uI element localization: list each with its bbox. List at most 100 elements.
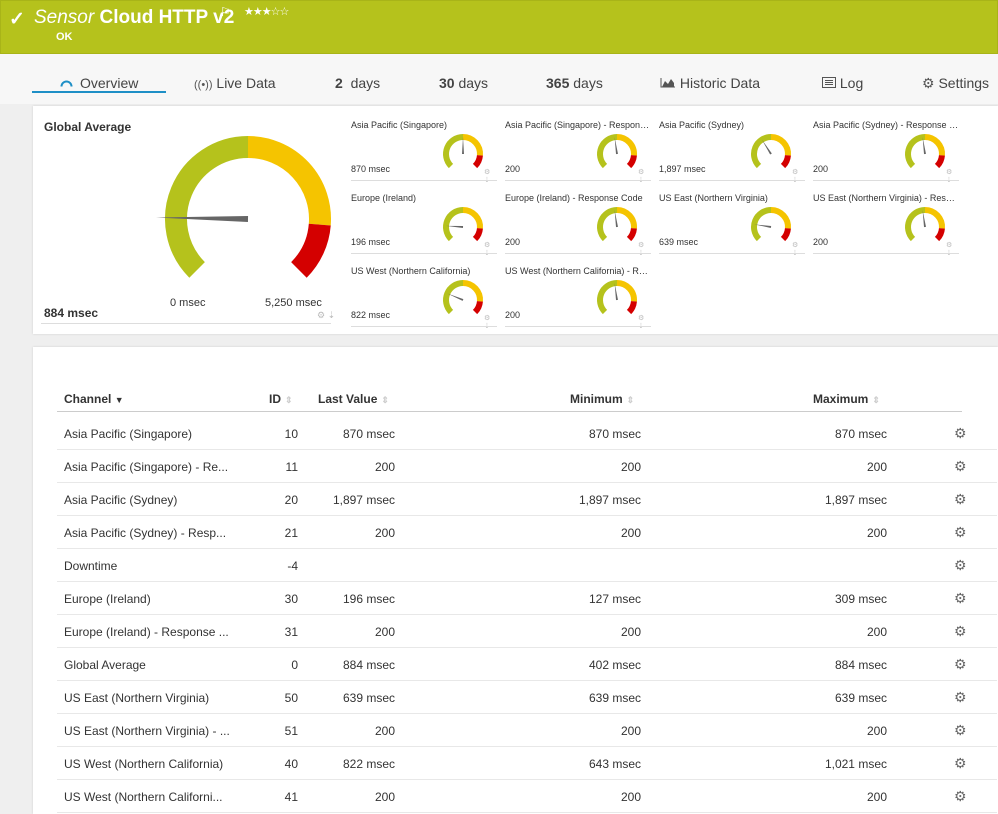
flag-icon[interactable]: ⚐ bbox=[220, 5, 231, 19]
channel-name: Europe (Ireland) bbox=[64, 592, 151, 606]
gauge-tools-icon[interactable]: ⚙ ⇣ bbox=[638, 169, 645, 184]
mini-gauge-value: 196 msec bbox=[351, 237, 391, 247]
table-row[interactable]: Europe (Ireland) - Response ... 31 200 2… bbox=[57, 614, 997, 648]
tab-bar: Overview ((•)) Live Data 2 days 30 days … bbox=[0, 54, 998, 104]
tab-log[interactable]: Log bbox=[822, 75, 863, 91]
table-row[interactable]: US East (Northern Virginia) - ... 51 200… bbox=[57, 713, 997, 747]
col-header-last-value[interactable]: Last Value ⇕ bbox=[318, 392, 389, 406]
channel-settings-icon[interactable]: ⚙ bbox=[954, 788, 967, 804]
gauge-tools-icon[interactable]: ⚙ ⇣ bbox=[638, 315, 645, 330]
mini-gauge-name: Asia Pacific (Singapore) bbox=[351, 120, 448, 130]
maximum-value: 200 bbox=[866, 460, 887, 474]
minimum-value: 200 bbox=[620, 724, 641, 738]
col-header-maximum[interactable]: Maximum ⇕ bbox=[813, 392, 880, 406]
tab-overview[interactable]: Overview bbox=[32, 75, 166, 93]
mini-gauge-name: US West (Northern California) bbox=[351, 266, 471, 276]
sort-icon: ⇕ bbox=[285, 395, 293, 405]
channel-name: US East (Northern Virginia) - ... bbox=[64, 724, 230, 738]
tab-live-data[interactable]: ((•)) Live Data bbox=[194, 75, 276, 91]
channel-name: Asia Pacific (Singapore) - Re... bbox=[64, 460, 229, 474]
mini-gauge-card[interactable]: Asia Pacific (Singapore) - Response Code… bbox=[505, 112, 651, 184]
global-average-value: 884 msec bbox=[44, 306, 99, 320]
table-row[interactable]: US West (Northern California) 40 822 mse… bbox=[57, 746, 997, 780]
table-row[interactable]: Asia Pacific (Sydney) 20 1,897 msec 1,89… bbox=[57, 482, 997, 516]
divider bbox=[351, 253, 497, 254]
channel-name: Asia Pacific (Sydney) bbox=[64, 493, 178, 507]
gauge-tools-icon[interactable]: ⚙ ⇣ bbox=[792, 242, 799, 257]
gauge-tools-icon[interactable]: ⚙ ⇣ bbox=[484, 242, 491, 257]
table-row[interactable]: Asia Pacific (Singapore) 10 870 msec 870… bbox=[57, 416, 997, 450]
gauges-panel: Global Average 0 msec 5,250 msec 884 mse… bbox=[33, 106, 998, 334]
table-row[interactable]: Global Average 0 884 msec 402 msec 884 m… bbox=[57, 647, 997, 681]
channel-settings-icon[interactable]: ⚙ bbox=[954, 656, 967, 672]
channel-settings-icon[interactable]: ⚙ bbox=[954, 722, 967, 738]
mini-gauge-card[interactable]: US East (Northern Virginia) - Response C… bbox=[813, 185, 959, 257]
col-header-id[interactable]: ID ⇕ bbox=[269, 392, 293, 406]
channel-settings-icon[interactable]: ⚙ bbox=[954, 524, 967, 540]
table-row[interactable]: Downtime -4 ⚙ bbox=[57, 548, 997, 582]
header-divider bbox=[57, 411, 962, 412]
divider bbox=[505, 326, 651, 327]
mini-gauge-card[interactable]: US West (Northern California) - Response… bbox=[505, 258, 651, 330]
mini-gauge-card[interactable]: US East (Northern Virginia) 639 msec ⚙ ⇣ bbox=[659, 185, 805, 257]
gauge-tools-icon[interactable]: ⚙ ⇣ bbox=[484, 315, 491, 330]
mini-gauge-card[interactable]: Asia Pacific (Sydney) 1,897 msec ⚙ ⇣ bbox=[659, 112, 805, 184]
mini-gauge-card[interactable]: Europe (Ireland) 196 msec ⚙ ⇣ bbox=[351, 185, 497, 257]
minimum-value: 127 msec bbox=[588, 592, 641, 606]
channel-settings-icon[interactable]: ⚙ bbox=[954, 590, 967, 606]
mini-gauge-value: 200 bbox=[813, 237, 829, 247]
gauge-tools-icon[interactable]: ⚙ ⇣ bbox=[946, 169, 953, 184]
id-header-label: ID bbox=[269, 392, 281, 406]
divider bbox=[813, 253, 959, 254]
maximum-value: 200 bbox=[866, 790, 887, 804]
tab-365-days[interactable]: 365 days bbox=[546, 75, 603, 91]
mini-gauge bbox=[905, 134, 945, 169]
mini-gauge-card[interactable]: Europe (Ireland) - Response Code 200 ⚙ ⇣ bbox=[505, 185, 651, 257]
channel-settings-icon[interactable]: ⚙ bbox=[954, 623, 967, 639]
channel-id: 10 bbox=[284, 427, 298, 441]
table-row[interactable]: Europe (Ireland) 30 196 msec 127 msec 30… bbox=[57, 581, 997, 615]
last-value: 200 bbox=[374, 724, 395, 738]
gauge-tools-icon[interactable]: ⚙ ⇣ bbox=[317, 310, 336, 320]
channel-id: 20 bbox=[284, 493, 298, 507]
tab-2-days[interactable]: 2 days bbox=[335, 75, 380, 91]
channel-settings-icon[interactable]: ⚙ bbox=[954, 458, 967, 474]
mini-gauge-value: 822 msec bbox=[351, 310, 391, 320]
gauge-needle bbox=[156, 216, 249, 222]
gauge-needle bbox=[761, 139, 772, 155]
col-header-minimum[interactable]: Minimum ⇕ bbox=[570, 392, 634, 406]
mini-gauge-card[interactable]: US West (Northern California) 822 msec ⚙… bbox=[351, 258, 497, 330]
channel-settings-icon[interactable]: ⚙ bbox=[954, 425, 967, 441]
gauge-tools-icon[interactable]: ⚙ ⇣ bbox=[484, 169, 491, 184]
tab-live-data-label: Live Data bbox=[216, 75, 276, 91]
tab-historic-data-label: Historic Data bbox=[679, 75, 761, 91]
col-header-channel[interactable]: Channel ▼ bbox=[64, 392, 124, 406]
tab-historic-data[interactable]: Historic Data bbox=[660, 75, 760, 91]
sort-icon: ⇕ bbox=[626, 395, 635, 405]
log-icon bbox=[822, 77, 836, 88]
table-row[interactable]: US West (Northern Californi... 41 200 20… bbox=[57, 779, 997, 813]
mini-gauge bbox=[597, 280, 637, 315]
gauge-tools-icon[interactable]: ⚙ ⇣ bbox=[792, 169, 799, 184]
gauge-needle bbox=[462, 137, 464, 154]
priority-stars[interactable]: ★★★☆☆ bbox=[244, 6, 289, 18]
global-average-gauge[interactable] bbox=[148, 134, 348, 304]
minimum-header-label: Minimum bbox=[570, 392, 623, 406]
gauge-tools-icon[interactable]: ⚙ ⇣ bbox=[946, 242, 953, 257]
gauge-tools-icon[interactable]: ⚙ ⇣ bbox=[638, 242, 645, 257]
mini-gauge bbox=[443, 134, 483, 169]
mini-gauge-card[interactable]: Asia Pacific (Sydney) - Response Code 20… bbox=[813, 112, 959, 184]
channel-settings-icon[interactable]: ⚙ bbox=[954, 491, 967, 507]
table-row[interactable]: US East (Northern Virginia) 50 639 msec … bbox=[57, 680, 997, 714]
divider bbox=[659, 180, 805, 181]
last-value: 822 msec bbox=[342, 757, 395, 771]
channel-settings-icon[interactable]: ⚙ bbox=[954, 755, 967, 771]
channel-settings-icon[interactable]: ⚙ bbox=[954, 557, 967, 573]
tab-settings[interactable]: ⚙ Settings bbox=[922, 75, 989, 92]
table-row[interactable]: Asia Pacific (Sydney) - Resp... 21 200 2… bbox=[57, 515, 997, 549]
mini-gauge-name: US East (Northern Virginia) - Response C… bbox=[813, 193, 959, 203]
tab-30-days[interactable]: 30 days bbox=[439, 75, 488, 91]
channel-settings-icon[interactable]: ⚙ bbox=[954, 689, 967, 705]
mini-gauge-card[interactable]: Asia Pacific (Singapore) 870 msec ⚙ ⇣ bbox=[351, 112, 497, 184]
table-row[interactable]: Asia Pacific (Singapore) - Re... 11 200 … bbox=[57, 449, 997, 483]
